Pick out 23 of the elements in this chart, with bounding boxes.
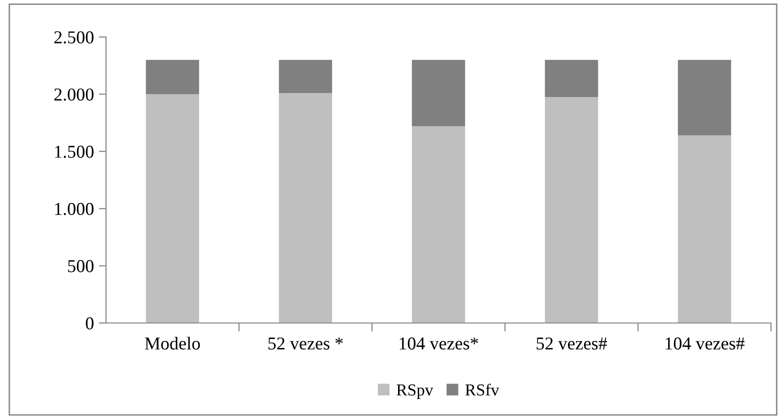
y-tick-label: 1.000 bbox=[55, 202, 94, 216]
bar bbox=[544, 60, 598, 98]
legend-label: RSfv bbox=[465, 384, 500, 396]
x-tick-label: 52 vezes# bbox=[536, 337, 608, 350]
y-tick-label: 2.500 bbox=[54, 31, 94, 44]
x-tick-label: 104 vezes* bbox=[400, 337, 478, 350]
bar bbox=[278, 60, 332, 94]
y-tick-label: 500 bbox=[68, 260, 94, 272]
bar bbox=[678, 60, 732, 136]
x-tick-label: Modelo bbox=[144, 336, 200, 350]
bar bbox=[412, 60, 466, 126]
bar bbox=[146, 94, 200, 323]
x-tick-label: 52 vezes * bbox=[268, 337, 343, 350]
bar bbox=[544, 97, 598, 323]
bar bbox=[412, 126, 466, 323]
bar bbox=[678, 135, 732, 323]
x-tick-label: 104 vezes# bbox=[666, 337, 745, 350]
y-tick-label: 0 bbox=[86, 317, 94, 330]
y-tick-label: 2.000 bbox=[54, 88, 94, 101]
bar bbox=[278, 93, 332, 323]
y-tick-label: 1.500 bbox=[55, 146, 94, 158]
legend-label: RSpv bbox=[396, 384, 434, 399]
bar bbox=[146, 60, 200, 94]
